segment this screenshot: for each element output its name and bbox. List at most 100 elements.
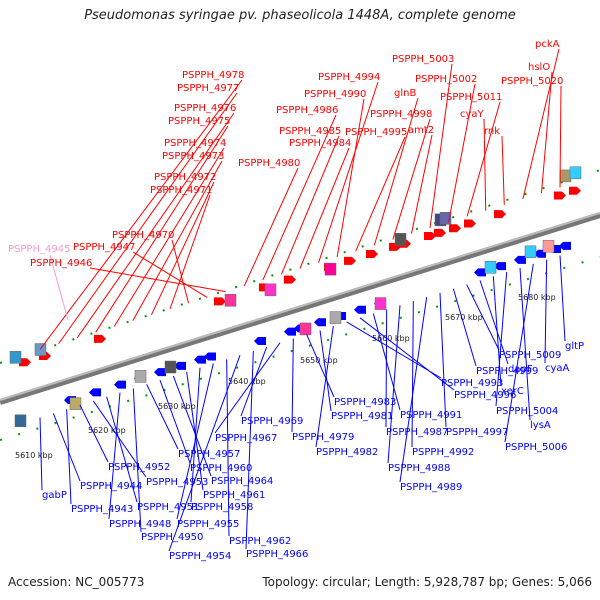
forward-gene-label: amt2: [408, 125, 434, 136]
reverse-label-leader: [172, 375, 212, 477]
forward-label-leader: [280, 135, 340, 275]
forward-gene-label: PSPPH_4970: [112, 230, 174, 241]
reverse-label-leader: [439, 292, 447, 428]
gene-domain-box: [164, 360, 177, 374]
forward-label-leader: [559, 85, 562, 188]
forward-label-leader: [171, 239, 190, 304]
forward-gene-arrow: [464, 219, 476, 228]
gene-domain-box: [299, 322, 312, 336]
gene-domain-box: [9, 351, 22, 364]
reverse-gene-label: PSPPH_4999: [476, 366, 538, 377]
forward-gene-label: PSPPH_4977: [177, 83, 239, 94]
forward-gene-label: PSPPH_4985: [279, 126, 341, 137]
reverse-label-leader: [387, 305, 401, 464]
reverse-gene-label: PSPPH_4987: [386, 427, 448, 438]
gene-domain-box: [542, 239, 555, 253]
forward-label-leader: [262, 114, 337, 281]
forward-gene-arrow: [214, 297, 226, 306]
reverse-gene-label: PSPPH_4960: [190, 463, 252, 474]
reverse-label-leader: [466, 284, 500, 351]
forward-gene-label: PSPPH_4978: [182, 70, 244, 81]
kbp-tick-label: 5640 kbp: [228, 377, 266, 386]
accession-text: Accession: NC_005773: [8, 575, 145, 589]
reverse-gene-arrow: [254, 336, 266, 345]
reverse-label-leader: [190, 367, 201, 503]
forward-label-leader: [39, 79, 243, 350]
kbp-tick-label: 5680 kbp: [518, 293, 556, 302]
reverse-gene-label: lysA: [530, 420, 551, 431]
forward-label-leader: [373, 97, 419, 246]
kbp-tick-label: 5630 kbp: [158, 402, 196, 411]
reverse-gene-arrow: [194, 355, 206, 364]
reverse-gene-arrow: [284, 327, 296, 336]
forward-gene-label: PSPPH_4976: [174, 103, 236, 114]
reverse-label-leader: [106, 396, 138, 503]
forward-gene-arrow: [494, 210, 506, 219]
reverse-label-leader: [411, 301, 414, 448]
forward-label-leader: [429, 63, 453, 229]
gene-domain-box: [559, 169, 572, 183]
forward-gene-label: PSPPH_5002: [415, 74, 477, 85]
reverse-gene-arrow: [514, 255, 526, 264]
forward-gene-label: PSPPH_4984: [289, 138, 351, 149]
reverse-label-leader: [479, 280, 509, 365]
kbp-tick-label: 5670 kbp: [445, 313, 483, 322]
reverse-label-leader: [346, 321, 442, 379]
reverse-label-leader: [385, 309, 388, 428]
gene-domain-box: [374, 297, 387, 310]
reverse-gene-label: PSPPH_4982: [316, 447, 378, 458]
gene-domain-box: [484, 261, 497, 274]
forward-label-leader: [76, 112, 235, 339]
forward-gene-label: PSPPH_4995: [345, 127, 407, 138]
forward-gene-label: PSPPH_4994: [318, 72, 380, 83]
reverse-label-leader: [159, 379, 191, 464]
reverse-label-leader: [146, 384, 179, 450]
gene-features: [9, 166, 582, 428]
reverse-gene-label: cyaA: [545, 363, 570, 374]
reverse-gene-label: PSPPH_5009: [499, 350, 561, 361]
reverse-gene-label: PSPPH_4981: [331, 411, 393, 422]
forward-label-leader: [466, 101, 501, 217]
reverse-gene-label: xerC: [501, 386, 524, 397]
reverse-label-leader: [306, 334, 335, 398]
forward-gene-label: PSPPH_5003: [392, 54, 454, 65]
gene-domain-box: [394, 233, 407, 246]
reverse-label-leader: [492, 276, 502, 387]
forward-gene-label: PSPPH_4974: [164, 138, 226, 149]
kbp-tick-label: 5620 kbp: [88, 426, 126, 435]
forward-gene-arrow: [569, 186, 581, 195]
reverse-gene-label: PSPPH_4955: [177, 519, 239, 530]
forward-gene-label: PSPPH_4980: [238, 158, 300, 169]
reverse-gene-label: PSPPH_4989: [400, 482, 462, 493]
forward-gene-arrow: [424, 231, 436, 240]
reverse-label-leader: [168, 355, 241, 552]
gene-domain-box: [134, 370, 147, 383]
reverse-gene-arrow: [89, 388, 101, 397]
reverse-gene-label: PSPPH_4964: [211, 476, 273, 487]
reverse-gene-label: PSPPH_4967: [215, 433, 277, 444]
reverse-gene-arrow: [174, 361, 186, 370]
forward-gene-arrow: [434, 228, 446, 237]
gene-domain-box: [69, 397, 82, 410]
reverse-gene-label: PSPPH_4944: [80, 481, 142, 492]
reverse-gene-label: PSPPH_4997: [446, 427, 508, 438]
forward-label-leader: [132, 251, 208, 298]
reverse-gene-label: PSPPH_4951: [137, 502, 199, 513]
forward-gene-label: rnk: [484, 126, 500, 137]
reverse-gene-arrow: [494, 262, 506, 271]
forward-gene-arrow: [554, 191, 566, 200]
forward-gene-label: PSPPH_5011: [440, 92, 502, 103]
reverse-label-leader: [240, 346, 268, 417]
forward-label-leader: [113, 147, 225, 327]
reverse-label-leader: [214, 342, 281, 434]
forward-label-leader: [132, 160, 223, 321]
label-leaders: [39, 48, 566, 552]
reverse-label-leader: [39, 417, 43, 491]
forward-gene-arrow: [366, 250, 378, 259]
forward-gene-arrow: [449, 224, 461, 233]
forward-gene-label: glnB: [394, 88, 416, 99]
forward-gene-label: PSPPH_4990: [304, 89, 366, 100]
reverse-gene-label: PSPPH_4957: [178, 449, 240, 460]
reverse-gene-arrow: [559, 241, 571, 250]
